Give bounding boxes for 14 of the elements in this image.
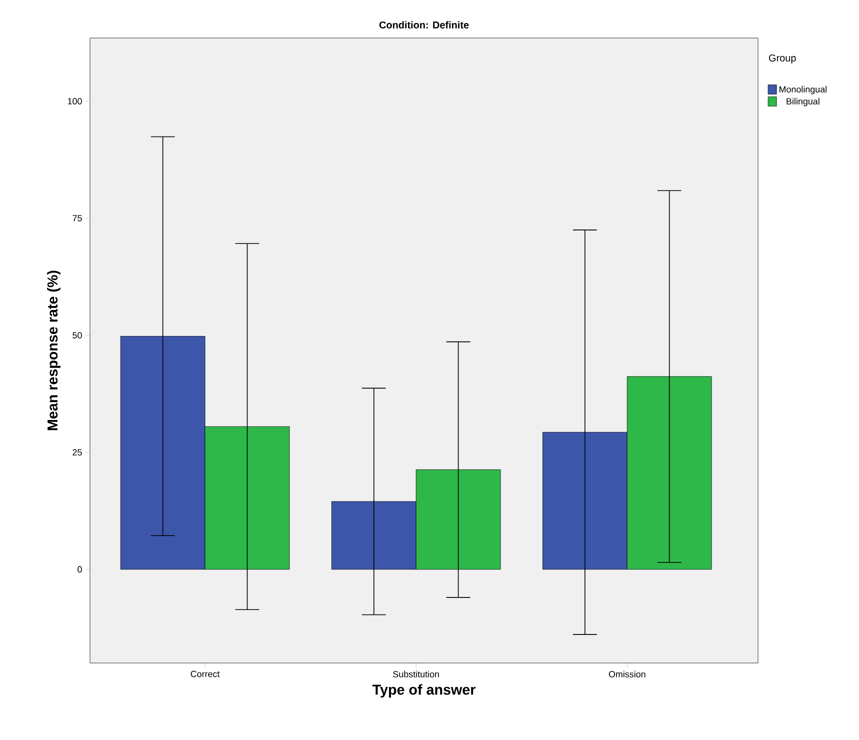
y-tick-label: 75 bbox=[72, 215, 82, 222]
x-tick-label: Substitution bbox=[393, 670, 439, 678]
chart-title: Condition: Definite bbox=[379, 21, 469, 28]
legend-label: Monolingual bbox=[780, 86, 827, 94]
legend-label: Bilingual bbox=[786, 98, 820, 106]
y-tick-label: 25 bbox=[72, 449, 82, 456]
x-axis-title: Type of answer bbox=[372, 684, 476, 698]
x-tick-label: Correct bbox=[190, 670, 220, 678]
y-axis-title: Mean response rate (%) bbox=[47, 270, 60, 430]
y-tick-label: 0 bbox=[78, 566, 82, 573]
y-tick-label: 50 bbox=[72, 332, 82, 338]
x-tick-label: Omission bbox=[608, 670, 646, 678]
legend-title: Group bbox=[769, 54, 796, 64]
y-tick-label: 100 bbox=[68, 98, 82, 104]
